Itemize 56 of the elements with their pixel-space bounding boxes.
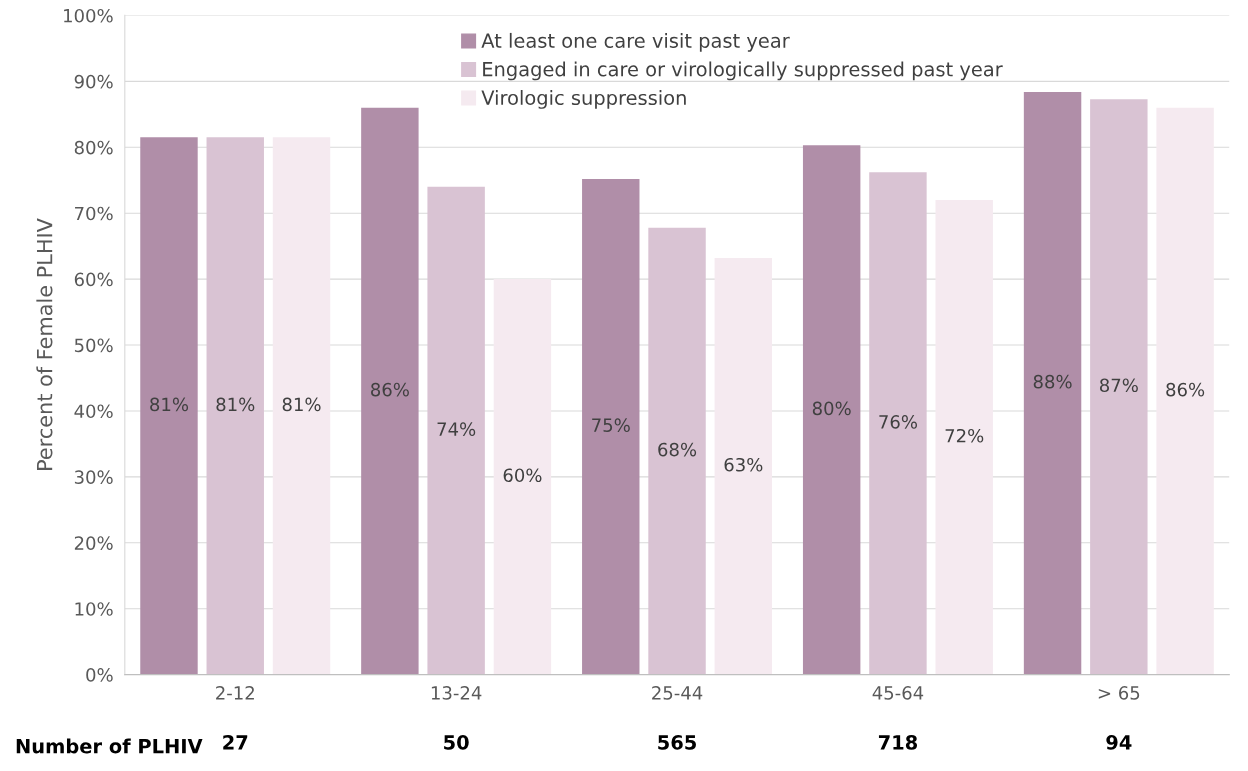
y-tick-label: 20%: [74, 536, 113, 550]
bar: [802, 145, 861, 675]
legend-label: Virologic suppression: [481, 90, 686, 109]
bar: [206, 137, 264, 675]
data-label: 63%: [724, 457, 763, 472]
data-label: 81%: [150, 397, 189, 412]
bar: [1023, 91, 1082, 675]
y-tick-label: 90%: [74, 74, 113, 89]
data-label: 76%: [879, 415, 918, 429]
bar: [427, 186, 485, 675]
data-label: 80%: [812, 401, 851, 416]
y-axis-title: Percent of Female PLHIV: [36, 218, 53, 470]
bar: [1156, 107, 1214, 675]
y-tick-label: 10%: [75, 602, 113, 616]
y-tick-label: 60%: [74, 272, 113, 287]
y-tick-label: 80%: [74, 140, 113, 155]
bar: [648, 227, 706, 675]
bar: [869, 172, 927, 675]
data-label: 86%: [371, 382, 409, 397]
bar: [361, 107, 419, 675]
data-label: 81%: [282, 397, 321, 412]
y-tick-label: 100%: [64, 8, 113, 23]
x-tick-label: > 65: [1098, 686, 1140, 700]
bar: [582, 178, 640, 675]
text: 565: [658, 735, 696, 750]
text: 718: [878, 735, 918, 750]
text: 50: [444, 735, 469, 750]
y-tick-label: 30%: [74, 470, 113, 484]
text: Number of PLHIV: [16, 738, 203, 754]
x-tick-label: 45-64: [872, 686, 924, 700]
y-tick-label: 70%: [75, 206, 113, 221]
data-label: 72%: [945, 428, 984, 443]
data-label: 75%: [592, 418, 630, 432]
data-label: 68%: [658, 442, 697, 457]
y-tick-label: 0%: [86, 668, 113, 682]
bar: [935, 200, 993, 675]
x-tick-label: 2-12: [216, 686, 254, 700]
text: 94: [1106, 735, 1132, 750]
bar: [140, 137, 198, 675]
data-label: 60%: [503, 468, 542, 483]
text: 27: [223, 735, 248, 750]
data-label: 81%: [216, 397, 255, 412]
data-label: 87%: [1099, 378, 1138, 393]
x-tick-label: 13-24: [431, 686, 482, 700]
bar: [1090, 99, 1148, 675]
data-label: 88%: [1033, 374, 1072, 389]
x-tick-label: 25-44: [652, 686, 703, 700]
bar: [714, 258, 773, 675]
y-tick-label: 40%: [74, 404, 113, 419]
data-label: 86%: [1166, 382, 1205, 397]
legend-label: At least one care visit past year: [481, 32, 790, 52]
bar: [493, 279, 552, 675]
bar: [272, 137, 331, 675]
data-label: 74%: [437, 422, 476, 436]
y-tick-label: 50%: [74, 338, 113, 353]
legend-label: Engaged in care or virologically suppressed past year: [483, 61, 1003, 81]
